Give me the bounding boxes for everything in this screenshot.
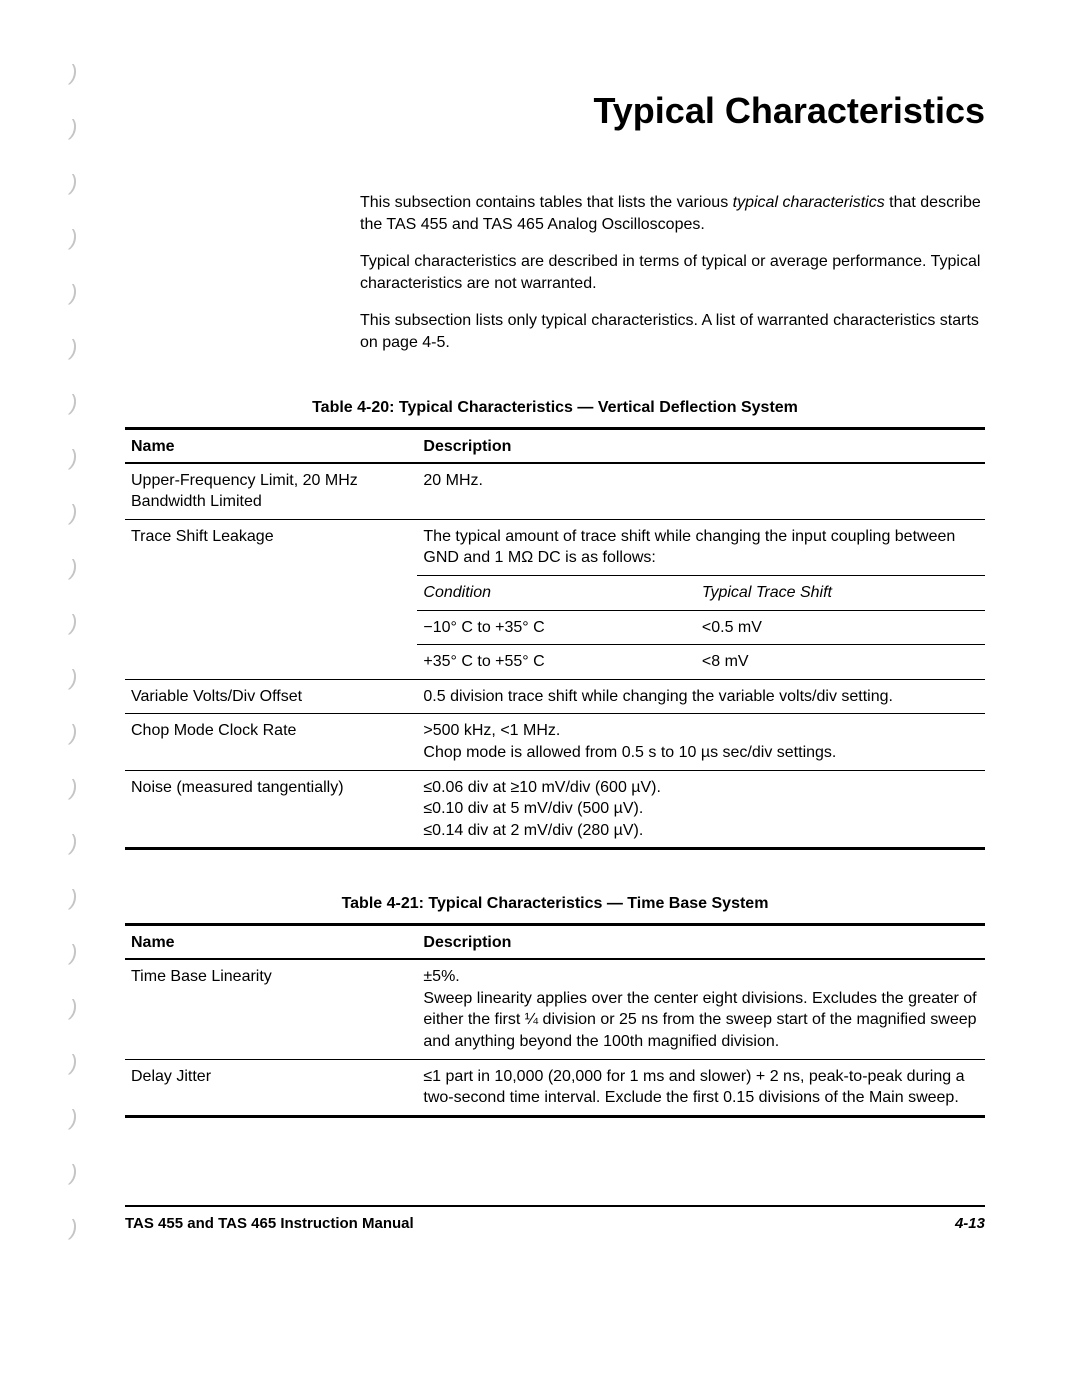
row-desc: ±5%. Sweep linearity applies over the ce… bbox=[417, 959, 985, 1059]
row-name: Chop Mode Clock Rate bbox=[125, 714, 417, 770]
row-name: Variable Volts/Div Offset bbox=[125, 679, 417, 714]
row-desc-line: ±5%. bbox=[423, 968, 459, 985]
binding-mark: ) bbox=[70, 555, 77, 581]
row-desc: >500 kHz, <1 MHz. Chop mode is allowed f… bbox=[417, 714, 985, 770]
row-name: Trace Shift Leakage bbox=[125, 519, 417, 679]
row-desc-line: Sweep linearity applies over the center … bbox=[423, 990, 976, 1050]
table-vertical-deflection: Name Description Upper-Frequency Limit, … bbox=[125, 427, 985, 851]
intro-text-span: This subsection contains tables that lis… bbox=[360, 194, 733, 211]
binding-mark: ) bbox=[70, 1160, 77, 1186]
sub-header: Condition bbox=[417, 575, 696, 610]
footer-page-number: 4-13 bbox=[955, 1215, 985, 1232]
binding-mark: ) bbox=[70, 170, 77, 196]
sub-cell: −10° C to +35° C bbox=[417, 610, 696, 645]
sub-cell: <0.5 mV bbox=[696, 610, 985, 645]
col-header-desc: Description bbox=[417, 925, 985, 960]
binding-mark: ) bbox=[70, 60, 77, 86]
row-name: Delay Jitter bbox=[125, 1059, 417, 1116]
table-1-caption: Table 4-20: Typical Characteristics — Ve… bbox=[125, 399, 985, 417]
row-desc-line: Chop mode is allowed from 0.5 s to 10 µs… bbox=[423, 744, 836, 761]
binding-mark: ) bbox=[70, 115, 77, 141]
binding-mark: ) bbox=[70, 830, 77, 856]
row-desc-line: ≤0.06 div at ≥10 mV/div (600 µV). bbox=[423, 779, 661, 796]
row-desc-line: >500 kHz, <1 MHz. bbox=[423, 722, 560, 739]
intro-text-em: typical characteristics bbox=[733, 194, 885, 211]
intro-paragraph-3: This subsection lists only typical chara… bbox=[360, 310, 985, 353]
binding-mark: ) bbox=[70, 500, 77, 526]
row-desc: The typical amount of trace shift while … bbox=[417, 519, 985, 575]
binding-mark: ) bbox=[70, 940, 77, 966]
binding-mark: ) bbox=[70, 775, 77, 801]
intro-paragraph-2: Typical characteristics are described in… bbox=[360, 251, 985, 294]
binding-mark: ) bbox=[70, 335, 77, 361]
page-footer: TAS 455 and TAS 465 Instruction Manual 4… bbox=[125, 1205, 985, 1232]
intro-paragraph-1: This subsection contains tables that lis… bbox=[360, 192, 985, 235]
row-desc: ≤0.06 div at ≥10 mV/div (600 µV). ≤0.10 … bbox=[417, 770, 985, 849]
sub-cell: +35° C to +55° C bbox=[417, 645, 696, 680]
binding-mark: ) bbox=[70, 390, 77, 416]
row-name: Upper-Frequency Limit, 20 MHz Bandwidth … bbox=[125, 463, 417, 520]
binding-mark: ) bbox=[70, 995, 77, 1021]
sub-cell: <8 mV bbox=[696, 645, 985, 680]
sub-header: Typical Trace Shift bbox=[696, 575, 985, 610]
binding-mark: ) bbox=[70, 665, 77, 691]
row-desc: 0.5 division trace shift while changing … bbox=[417, 679, 985, 714]
row-desc: ≤1 part in 10,000 (20,000 for 1 ms and s… bbox=[417, 1059, 985, 1116]
row-name: Noise (measured tangentially) bbox=[125, 770, 417, 849]
binding-mark: ) bbox=[70, 1050, 77, 1076]
table-2-caption: Table 4-21: Typical Characteristics — Ti… bbox=[125, 895, 985, 913]
binding-mark: ) bbox=[70, 720, 77, 746]
binding-mark: ) bbox=[70, 1105, 77, 1131]
page-title: Typical Characteristics bbox=[125, 90, 985, 132]
binding-mark: ) bbox=[70, 225, 77, 251]
row-name: Time Base Linearity bbox=[125, 959, 417, 1059]
row-desc: 20 MHz. bbox=[417, 463, 985, 520]
binding-mark: ) bbox=[70, 885, 77, 911]
intro-text: This subsection contains tables that lis… bbox=[360, 192, 985, 354]
document-page: ) ) ) ) ) ) ) ) ) ) ) ) ) ) ) ) ) ) ) ) … bbox=[0, 0, 1080, 1397]
footer-manual-title: TAS 455 and TAS 465 Instruction Manual bbox=[125, 1215, 414, 1232]
col-header-name: Name bbox=[125, 428, 417, 463]
row-desc-line: ≤0.14 div at 2 mV/div (280 µV). bbox=[423, 822, 643, 839]
binding-mark: ) bbox=[70, 280, 77, 306]
binding-mark: ) bbox=[70, 610, 77, 636]
binding-mark: ) bbox=[70, 445, 77, 471]
table-time-base: Name Description Time Base Linearity ±5%… bbox=[125, 923, 985, 1118]
row-desc-line: ≤0.10 div at 5 mV/div (500 µV). bbox=[423, 800, 643, 817]
binding-mark: ) bbox=[70, 1215, 77, 1241]
col-header-name: Name bbox=[125, 925, 417, 960]
col-header-desc: Description bbox=[417, 428, 985, 463]
